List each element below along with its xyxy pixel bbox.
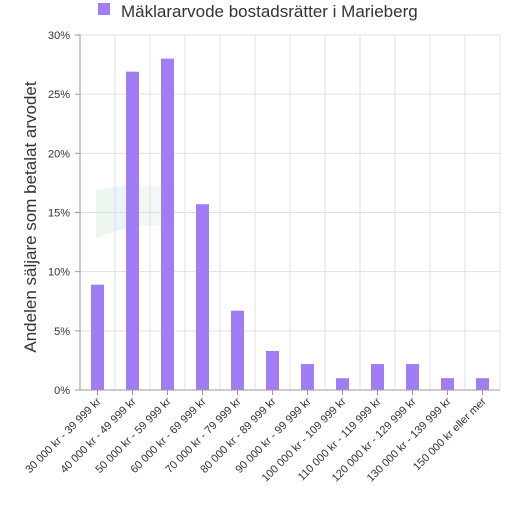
bar[interactable] — [476, 378, 489, 390]
y-tick-label: 15% — [48, 208, 70, 220]
y-tick-label: 10% — [48, 267, 70, 279]
bar[interactable] — [336, 378, 349, 390]
bar[interactable] — [196, 204, 209, 390]
legend-swatch — [98, 3, 110, 15]
y-tick-label: 20% — [48, 148, 70, 160]
y-tick-labels: 0% 5% 10% 15% 20% 25% 30% — [48, 30, 70, 397]
y-tick-label: 25% — [48, 89, 70, 101]
bar[interactable] — [441, 378, 454, 390]
axes — [75, 34, 500, 395]
bars — [91, 58, 489, 391]
bar[interactable] — [126, 71, 139, 390]
y-axis-title: Andelen säljare som betalat arvodet — [21, 81, 40, 352]
y-tick-label: 5% — [54, 326, 70, 338]
bar[interactable] — [231, 310, 244, 390]
bar[interactable] — [266, 350, 279, 390]
gridlines — [80, 34, 501, 390]
y-tick-label: 30% — [48, 30, 70, 42]
y-tick-label: 0% — [54, 385, 70, 397]
bar[interactable] — [91, 284, 104, 390]
legend-label: Mäklararvode bostadsrätter i Marieberg — [121, 2, 418, 21]
bar[interactable] — [161, 58, 174, 391]
bar[interactable] — [301, 363, 314, 390]
bar[interactable] — [406, 363, 419, 390]
legend[interactable]: Mäklararvode bostadsrätter i Marieberg — [98, 2, 418, 21]
bar[interactable] — [371, 363, 384, 390]
